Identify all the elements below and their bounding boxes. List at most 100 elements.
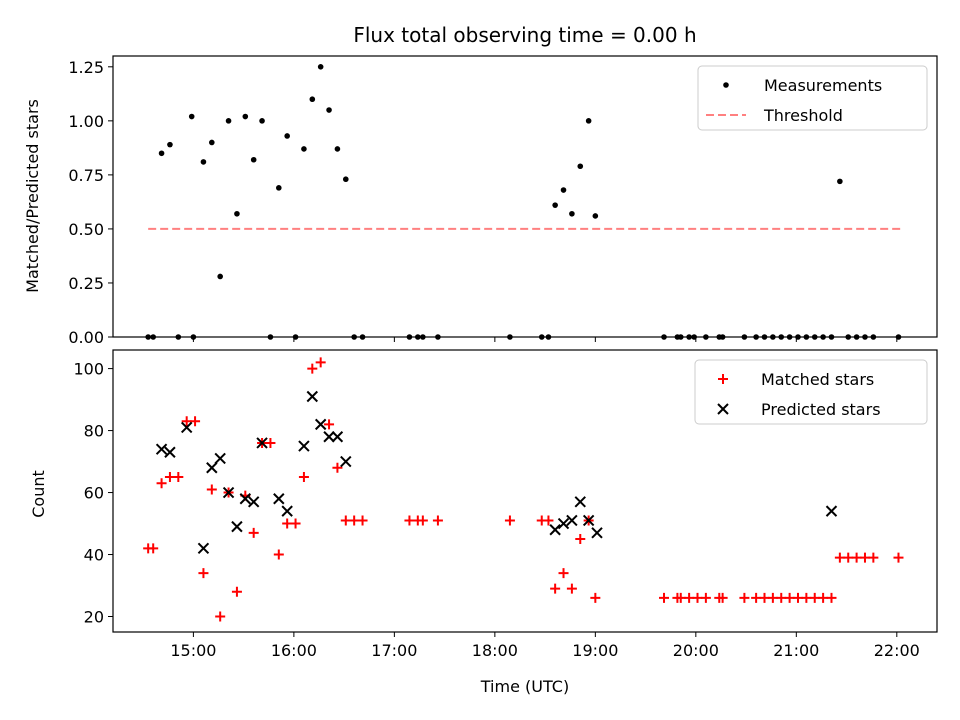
y-axis-label-top: Matched/Predicted stars xyxy=(23,99,42,293)
x-tick-label: 19:00 xyxy=(572,641,618,660)
y-axis-label-bottom: Count xyxy=(29,470,48,518)
y-tick-label: 0.00 xyxy=(68,328,104,347)
legend: Measurements Threshold xyxy=(697,65,928,131)
predicted-star-point xyxy=(155,443,168,455)
measurement-point xyxy=(552,202,558,208)
measurement-point xyxy=(795,334,801,340)
measurement-point xyxy=(190,334,197,340)
predicted-star-point xyxy=(222,486,235,499)
measurement-point xyxy=(150,334,156,340)
matched-star-point xyxy=(417,515,428,526)
matched-star-point xyxy=(504,515,515,526)
matched-star-point xyxy=(340,515,351,526)
measurement-point xyxy=(741,334,748,340)
predicted-star-point xyxy=(256,437,268,449)
matched-star-point xyxy=(307,363,318,374)
predicted-star-point xyxy=(323,431,335,443)
x-tick-label: 15:00 xyxy=(170,641,216,660)
y-tick-label: 40 xyxy=(84,546,104,565)
predicted-star-point xyxy=(574,496,586,508)
matched-star-point xyxy=(784,592,795,603)
predicted-star-point xyxy=(247,496,260,508)
predicted-star-point xyxy=(164,446,176,458)
measurement-point xyxy=(351,334,357,340)
measurement-point xyxy=(317,64,324,70)
measurement-point xyxy=(770,334,776,340)
predicted-star-point xyxy=(340,455,352,468)
predicted-star-point xyxy=(273,493,285,505)
predicted-star-point xyxy=(591,527,603,539)
matched-star-point xyxy=(792,592,803,603)
legend-marker xyxy=(723,82,729,88)
matched-star-point xyxy=(349,515,360,526)
legend-box xyxy=(694,359,928,425)
y-tick-label: 80 xyxy=(84,422,104,441)
matched-star-point xyxy=(759,592,770,603)
matched-star-point xyxy=(181,416,192,427)
x-tick-label: 17:00 xyxy=(371,641,417,660)
legend-marker xyxy=(718,374,728,384)
matched-star-point xyxy=(801,592,812,603)
predicted-star-point xyxy=(214,452,226,465)
predicted-star-point xyxy=(206,462,218,474)
measurement-point xyxy=(342,176,349,183)
matched-star-point xyxy=(156,478,167,489)
y-tick-label: 0.75 xyxy=(68,166,104,185)
measurement-point xyxy=(569,210,575,217)
measurement-point xyxy=(326,107,332,113)
matched-star-point xyxy=(717,592,728,603)
measurement-point xyxy=(719,334,726,340)
predicted-star-point xyxy=(231,520,243,533)
measurement-point xyxy=(284,133,290,139)
measurement-point xyxy=(538,334,545,340)
legend-label: Threshold xyxy=(763,106,843,125)
measurement-point xyxy=(786,334,793,340)
y-tick-label: 0.25 xyxy=(68,274,104,293)
measurement-point xyxy=(585,118,592,124)
measurement-point xyxy=(209,139,215,146)
measurement-point xyxy=(420,334,426,340)
matched-star-point xyxy=(834,552,845,563)
matched-star-point xyxy=(404,515,415,526)
measurement-point xyxy=(753,334,759,340)
measurement-point xyxy=(188,113,195,120)
legend-label: Predicted stars xyxy=(761,400,881,419)
y-tick-label: 1.00 xyxy=(68,112,104,131)
matched-star-point xyxy=(332,462,343,473)
plot-frame xyxy=(112,349,938,633)
legend: Matched stars Predicted stars xyxy=(694,359,928,425)
measurement-point xyxy=(853,334,860,340)
measurement-point xyxy=(301,146,307,152)
legend-marker xyxy=(717,403,729,415)
matched-star-point xyxy=(659,592,670,603)
measurement-point xyxy=(820,334,826,340)
measurement-point xyxy=(778,334,785,340)
measurement-point xyxy=(234,210,240,217)
matched-star-point xyxy=(543,515,554,526)
predicted-star-point xyxy=(314,418,327,431)
top-panel: 0.00 0.25 0.50 0.75 1.00 1.25 Measurements Thre… xyxy=(68,55,938,347)
predicted-star-point xyxy=(180,421,193,434)
matched-star-point xyxy=(767,592,778,603)
predicted-star-point xyxy=(197,542,210,555)
matched-star-point xyxy=(265,437,276,448)
measurement-point xyxy=(158,150,165,157)
measurement-point xyxy=(577,163,584,170)
matched-star-point xyxy=(868,552,879,563)
measurement-point xyxy=(686,334,692,340)
matched-star-point xyxy=(566,583,577,594)
measurement-point xyxy=(217,273,223,280)
chart-title: Flux total observing time = 0.00 h xyxy=(353,23,696,47)
x-tick-label: 22:00 xyxy=(874,641,920,660)
x-tick-label: 20:00 xyxy=(673,641,719,660)
matched-star-point xyxy=(282,518,293,529)
x-axis-label: Time (UTC) xyxy=(480,677,569,696)
legend-label: Matched stars xyxy=(761,370,874,389)
measurement-point xyxy=(334,146,341,152)
y-tick-label: 1.25 xyxy=(68,58,104,77)
measurement-point xyxy=(545,334,552,340)
predicted-star-point xyxy=(582,514,595,527)
measurement-point xyxy=(359,334,366,340)
predicted-star-point xyxy=(557,517,570,530)
predicted-star-point xyxy=(331,431,344,443)
